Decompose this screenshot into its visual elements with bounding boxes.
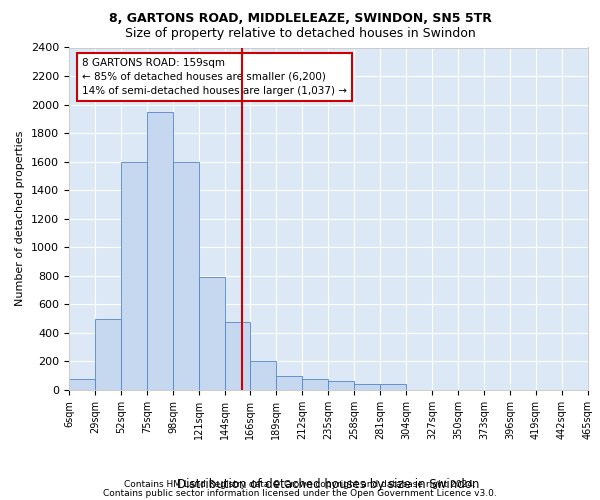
Text: Contains public sector information licensed under the Open Government Licence v3: Contains public sector information licen… [103, 488, 497, 498]
Bar [354, 384, 380, 390]
Bar [276, 376, 302, 390]
Bar [250, 362, 276, 390]
Bar [380, 384, 406, 390]
Text: Contains HM Land Registry data © Crown copyright and database right 2024.: Contains HM Land Registry data © Crown c… [124, 480, 476, 489]
Text: 8, GARTONS ROAD, MIDDLELEAZE, SWINDON, SN5 5TR: 8, GARTONS ROAD, MIDDLELEAZE, SWINDON, S… [109, 12, 491, 26]
Bar [69, 380, 95, 390]
X-axis label: Distribution of detached houses by size in Swindon: Distribution of detached houses by size … [178, 478, 479, 491]
Text: 8 GARTONS ROAD: 159sqm
← 85% of detached houses are smaller (6,200)
14% of semi-: 8 GARTONS ROAD: 159sqm ← 85% of detached… [82, 58, 347, 96]
Y-axis label: Number of detached properties: Number of detached properties [16, 131, 25, 306]
Bar [225, 322, 250, 390]
Text: Size of property relative to detached houses in Swindon: Size of property relative to detached ho… [125, 28, 475, 40]
Bar [199, 278, 225, 390]
Bar [302, 380, 328, 390]
Bar [121, 162, 147, 390]
Bar [95, 318, 121, 390]
Bar [328, 382, 354, 390]
Bar [147, 112, 173, 390]
Bar [173, 162, 199, 390]
